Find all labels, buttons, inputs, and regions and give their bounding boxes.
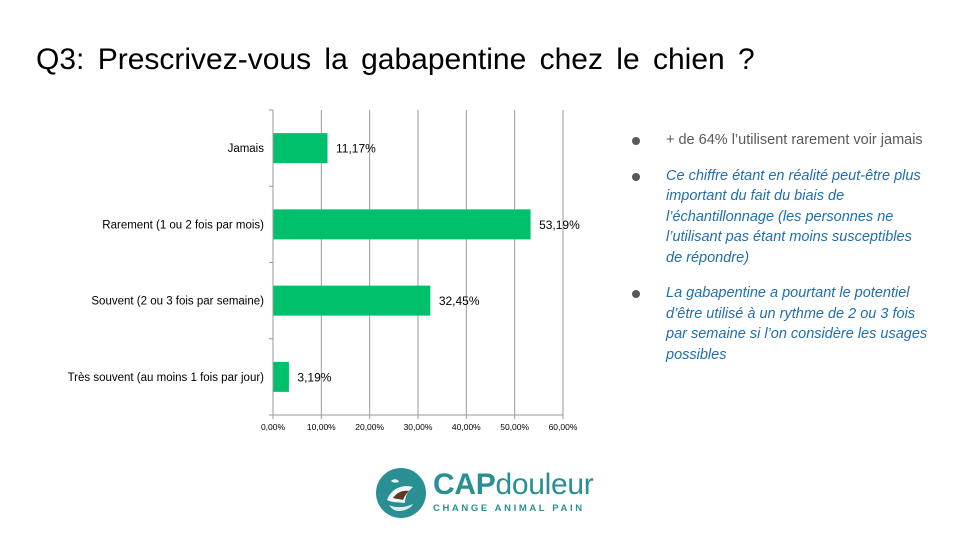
x-tick-label: 40,00% [452, 422, 481, 432]
bullet-text: La gabapentine a pourtant le potentiel d… [666, 285, 928, 363]
paw-logo-icon [376, 468, 426, 518]
x-tick-label: 30,00% [404, 422, 433, 432]
data-label: 53,19% [539, 218, 580, 232]
bar [273, 133, 328, 164]
x-tick-label: 10,00% [307, 422, 336, 432]
slide-title: Q3: Prescrivez-vous la gabapentine chez … [36, 43, 755, 76]
capdouleur-logo: CAPdouleur CHANGE ANIMAL PAIN [375, 467, 595, 523]
x-tick-label: 0,00% [261, 422, 286, 432]
x-tick-label: 50,00% [500, 422, 529, 432]
data-label: 11,17% [336, 142, 376, 156]
bullet-text: + de 64% l’utilisent rarement voir jamai… [666, 132, 923, 148]
bullet-dot-icon [632, 290, 640, 298]
bullet-item: Ce chiffre étant en réalité peut-être pl… [630, 166, 930, 269]
category-label: Rarement (1 ou 2 fois par mois) [102, 219, 264, 231]
data-label: 32,45% [439, 294, 480, 308]
bullet-item: La gabapentine a pourtant le potentiel d… [630, 283, 930, 365]
x-tick-label: 60,00% [549, 422, 578, 432]
bullet-list: + de 64% l’utilisent rarement voir jamai… [630, 130, 930, 380]
x-tick-label: 20,00% [355, 422, 384, 432]
logo-name-rest: douleur [495, 468, 594, 501]
bar [273, 361, 289, 392]
category-label: Jamais [228, 143, 265, 155]
bar [273, 209, 531, 240]
data-label: 3,19% [297, 370, 331, 384]
logo-name-bold: CAP [433, 468, 496, 501]
bar [273, 285, 431, 316]
category-label: Très souvent (au moins 1 fois par jour) [68, 372, 265, 384]
category-label: Souvent (2 ou 3 fois par semaine) [91, 296, 264, 308]
bullet-item: + de 64% l’utilisent rarement voir jamai… [630, 130, 930, 151]
bullet-dot-icon [632, 137, 640, 145]
logo-name: CAPdouleur [433, 468, 594, 502]
bullet-dot-icon [632, 172, 640, 181]
bullet-text: Ce chiffre étant en réalité peut-être pl… [666, 167, 921, 266]
logo-tagline: CHANGE ANIMAL PAIN [433, 503, 585, 514]
